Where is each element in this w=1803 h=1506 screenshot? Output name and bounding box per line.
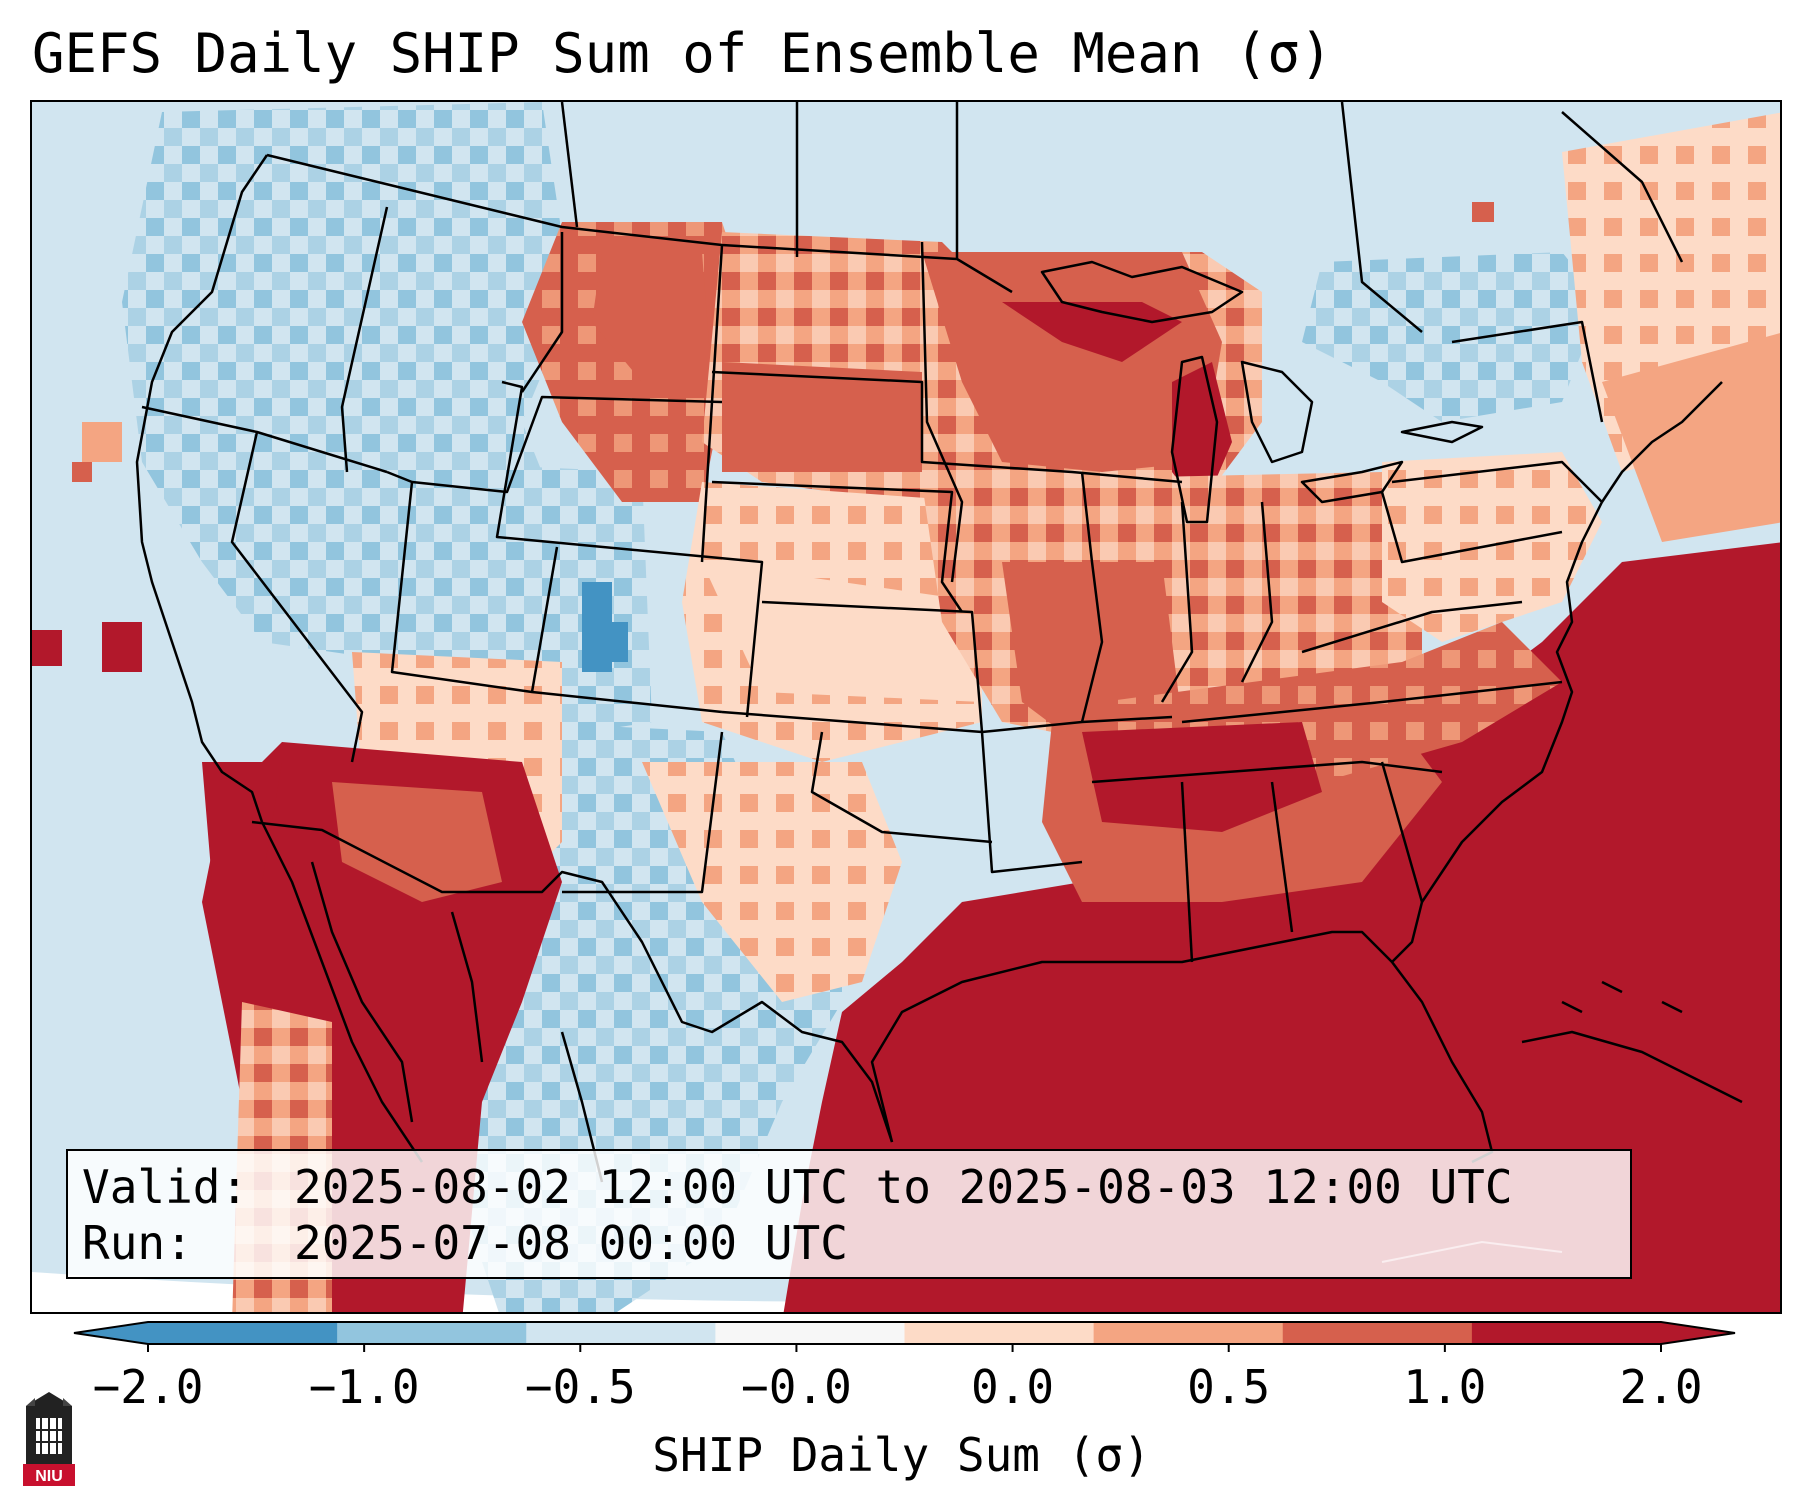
colorbar-tick-label: −2.0 [92, 1360, 204, 1414]
colorbar-segment [337, 1322, 527, 1344]
colorbar-tick-label: −1.0 [308, 1360, 420, 1414]
borders-coastlines [135, 102, 1743, 1183]
colorbar-extend-low [74, 1322, 148, 1344]
colorbar-tick-label: 2.0 [1619, 1360, 1703, 1414]
valid-run-info-box: Valid: 2025-08-02 12:00 UTC to 2025-08-03… [66, 1149, 1632, 1279]
colorbar-segment [1471, 1322, 1662, 1344]
anomaly-field [32, 102, 1780, 1312]
map-panel [30, 100, 1782, 1314]
colorbar-tick-label: −0.0 [741, 1360, 852, 1414]
colorbar-segment [148, 1322, 338, 1344]
colorbar-tick-label: −0.5 [524, 1360, 636, 1414]
niu-castle-logo-icon: NIU [23, 1392, 75, 1486]
colorbar-label: SHIP Daily Sum (σ) [652, 1428, 1151, 1482]
colorbar-segment [715, 1322, 905, 1344]
valid-label: Valid: [82, 1160, 249, 1214]
colorbar-segment [526, 1322, 716, 1344]
run-line: Run: 2025-07-08 00:00 UTC [82, 1215, 1616, 1271]
colorbar-tick-label: 0.0 [971, 1360, 1055, 1414]
colorbar-segment [1093, 1322, 1284, 1344]
ship-anomaly-map [32, 102, 1780, 1312]
colorbar-tick-label: 0.5 [1187, 1360, 1271, 1414]
colorbar-segment [1282, 1322, 1473, 1344]
run-value: 2025-07-08 00:00 UTC [294, 1216, 848, 1270]
colorbar-extend-high [1661, 1322, 1735, 1344]
logo-text: NIU [35, 1468, 63, 1485]
run-label: Run: [82, 1216, 193, 1270]
valid-line: Valid: 2025-08-02 12:00 UTC to 2025-08-03… [82, 1159, 1616, 1215]
colorbar [73, 1321, 1736, 1352]
colorbar-segment [904, 1322, 1095, 1344]
chart-title: GEFS Daily SHIP Sum of Ensemble Mean (σ) [32, 22, 1333, 85]
colorbar-tick-label: 1.0 [1403, 1360, 1487, 1414]
valid-value: 2025-08-02 12:00 UTC to 2025-08-03 12:00… [294, 1160, 1513, 1214]
